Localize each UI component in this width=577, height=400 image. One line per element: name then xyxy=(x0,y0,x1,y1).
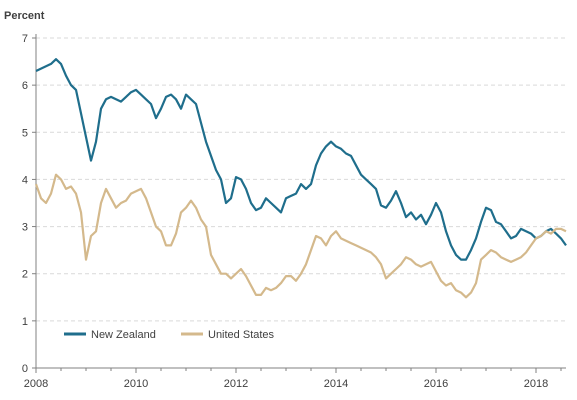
x-tick-label: 2018 xyxy=(524,378,548,390)
y-tick-label: 7 xyxy=(22,33,28,45)
gridlines xyxy=(36,37,566,322)
y-tick-label: 2 xyxy=(22,269,28,281)
y-tick-label: 5 xyxy=(22,127,28,139)
y-tick-labels: 0 1 2 3 4 5 6 7 xyxy=(22,33,28,375)
y-tick-label: 0 xyxy=(22,363,28,375)
legend-label: New Zealand xyxy=(91,329,156,341)
x-tick-label: 2008 xyxy=(24,378,48,390)
y-tick-label: 6 xyxy=(22,80,28,92)
x-tick-label: 2012 xyxy=(224,378,248,390)
legend: New Zealand United States xyxy=(64,329,275,341)
series-line-united-states xyxy=(34,173,567,299)
y-axis-title: Percent xyxy=(4,10,45,22)
y-tick-label: 4 xyxy=(22,174,28,186)
y-tick-label: 3 xyxy=(22,222,28,234)
x-tick-labels: 2008 2010 2012 2014 2016 2018 xyxy=(24,378,548,390)
axes xyxy=(32,34,566,373)
x-tick-label: 2016 xyxy=(424,378,448,390)
x-tick-label: 2010 xyxy=(124,378,148,390)
series-lines xyxy=(34,58,567,299)
legend-label: United States xyxy=(208,329,275,341)
series-line-new-zealand xyxy=(35,58,567,261)
x-tick-label: 2014 xyxy=(324,378,348,390)
y-tick-label: 1 xyxy=(22,316,28,328)
